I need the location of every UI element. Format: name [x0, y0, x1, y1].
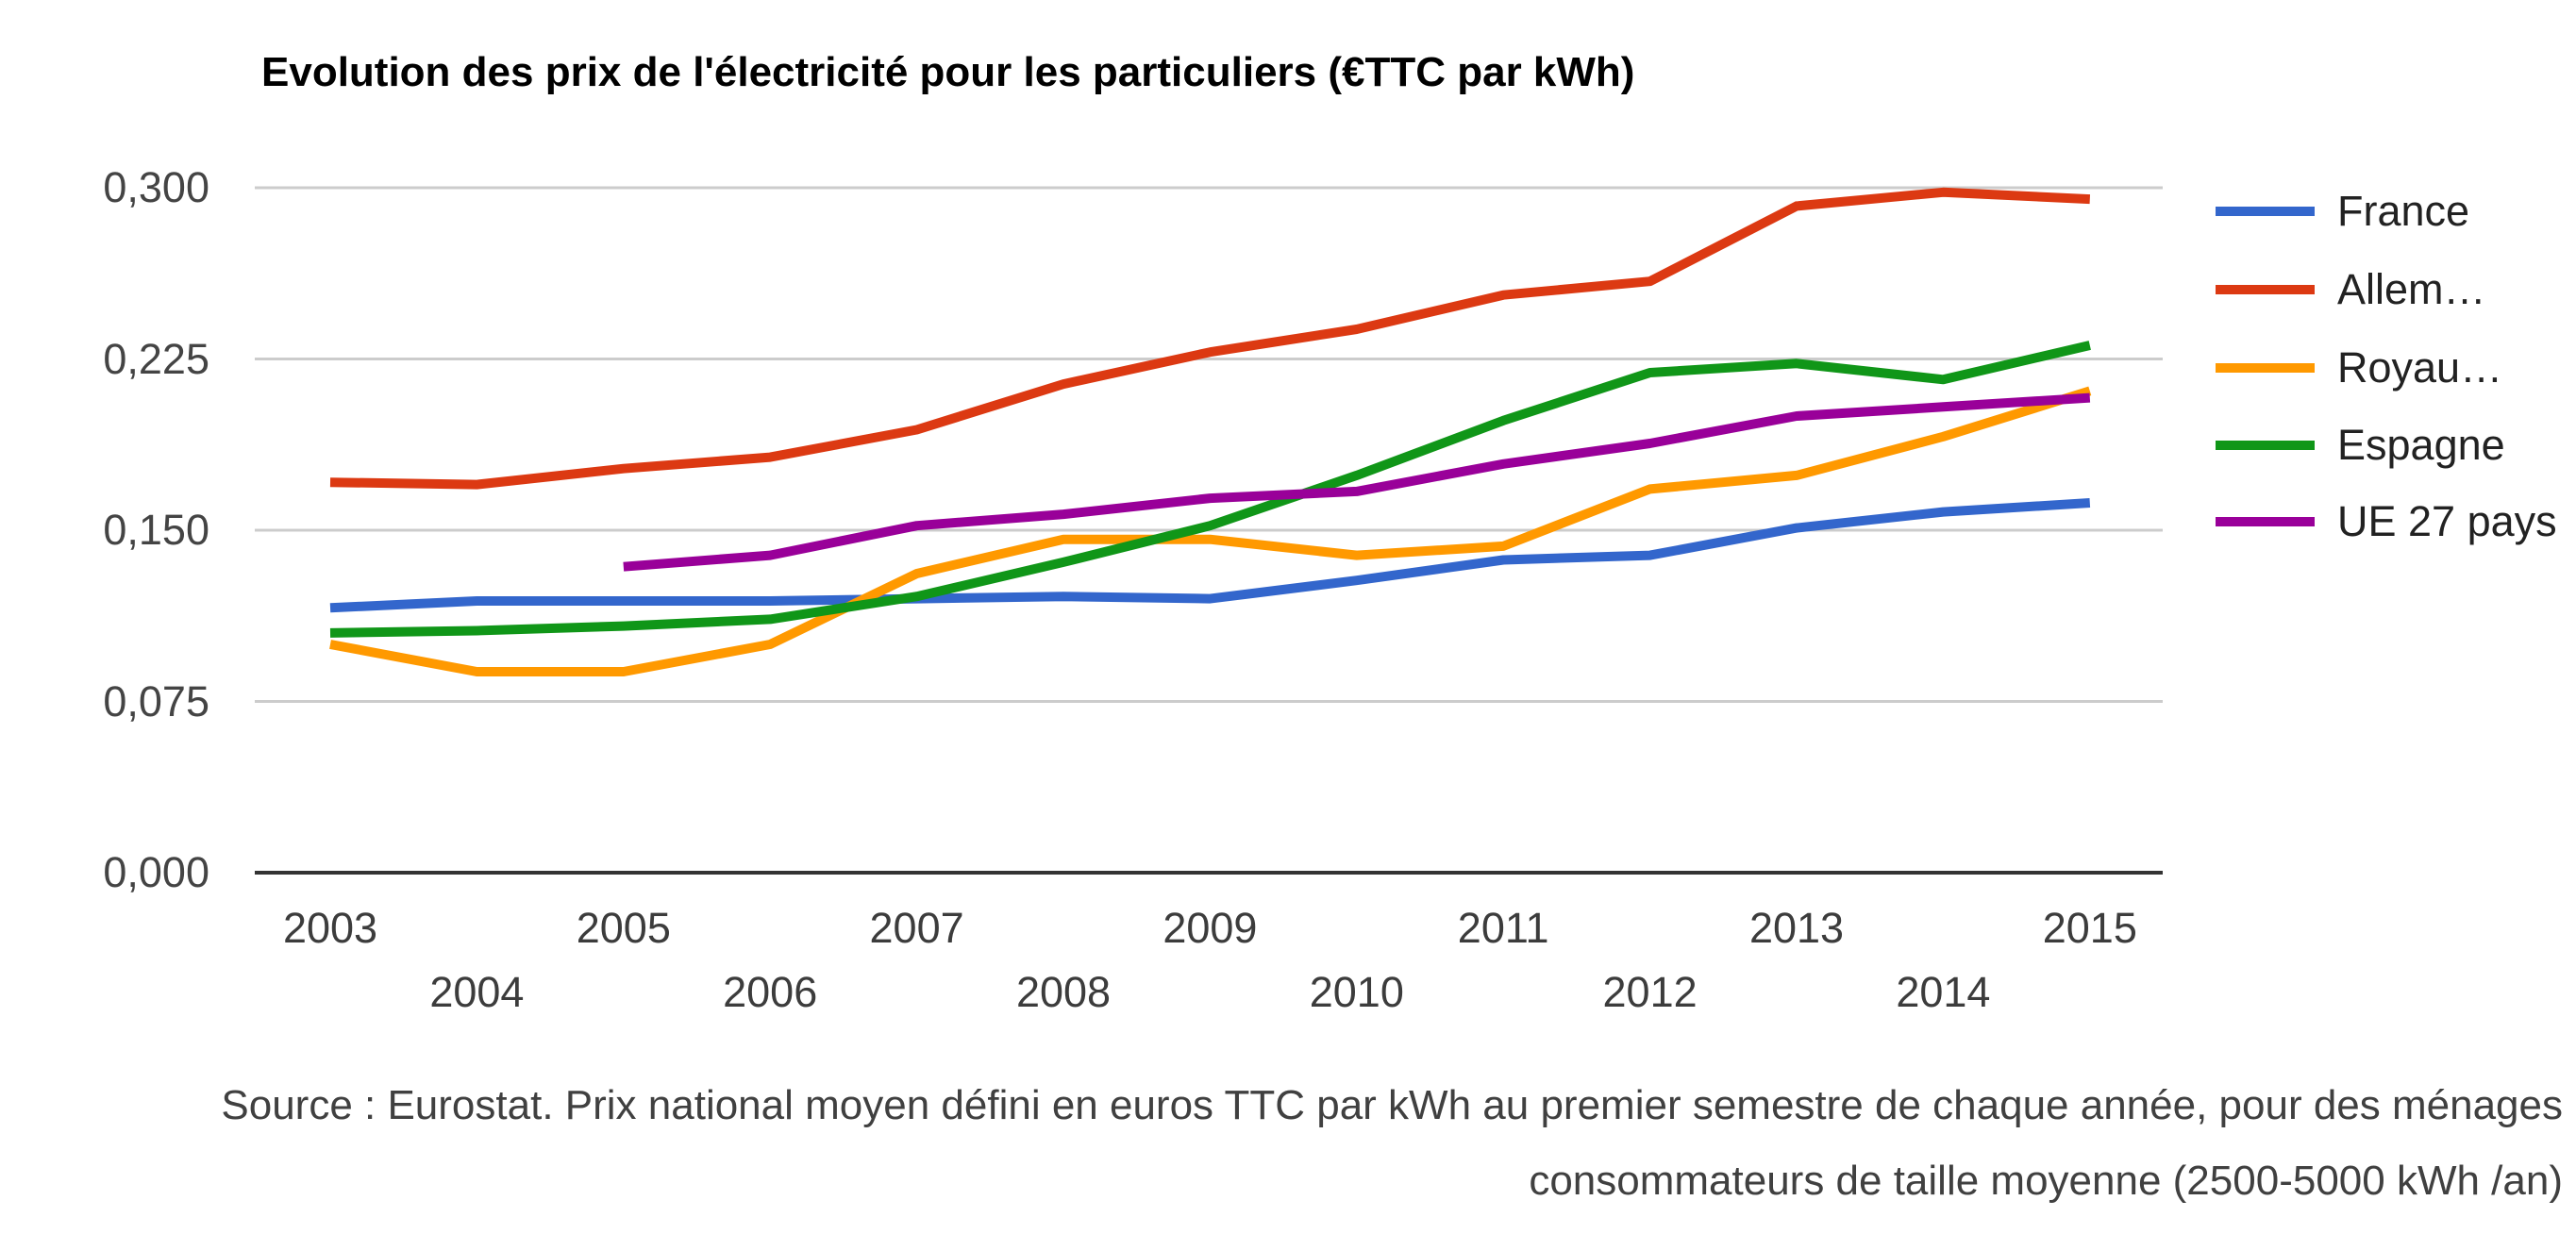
legend-swatch	[2216, 363, 2315, 373]
source-note: Source : Eurostat. Prix national moyen d…	[38, 1068, 2563, 1219]
legend-label: France	[2337, 187, 2470, 235]
series-lines	[329, 187, 2092, 676]
legend-item-allem-: Allem…	[2216, 263, 2565, 316]
legend-swatch	[2216, 207, 2315, 216]
chart-title: Evolution des prix de l'électricité pour…	[261, 49, 1635, 95]
x-axis-tick-label: 2010	[1309, 968, 1404, 1016]
x-axis-tick-label: 2011	[1457, 904, 1549, 952]
series-line-ue-27-pays	[623, 392, 2091, 572]
legend-label: Royau…	[2337, 343, 2503, 392]
legend-swatch	[2216, 517, 2315, 526]
x-axis-tick-label: 2004	[429, 968, 525, 1016]
y-axis-tick-label: 0,150	[103, 506, 209, 554]
x-axis-tick-label: 2005	[576, 904, 671, 952]
y-axis-tick-label: 0,000	[103, 848, 209, 896]
source-line-1: Source : Eurostat. Prix national moyen d…	[221, 1082, 2563, 1128]
legend-item-france: France	[2216, 185, 2565, 238]
legend-item-royau-: Royau…	[2216, 342, 2565, 394]
series-line-france	[329, 498, 2091, 613]
x-axis-tick-label: 2014	[1896, 968, 1991, 1016]
legend-swatch	[2216, 285, 2315, 294]
x-axis-tick-label: 2013	[1748, 904, 1845, 952]
x-axis-tick-label: 2009	[1163, 904, 1258, 952]
legend-label: Espagne	[2337, 421, 2505, 469]
y-axis-tick-label: 0,300	[103, 163, 209, 211]
source-line-2: consommateurs de taille moyenne (2500-50…	[1529, 1158, 2563, 1204]
x-axis-tick-label: 2015	[2042, 904, 2137, 952]
series-line-allem-	[329, 187, 2091, 490]
legend-swatch	[2216, 441, 2315, 450]
legend-item-espagne: Espagne	[2216, 419, 2565, 472]
series-line-espagne	[329, 341, 2091, 638]
y-axis-tick-label: 0,075	[103, 676, 209, 725]
legend-item-ue-27-pays: UE 27 pays	[2216, 495, 2565, 548]
legend-label: UE 27 pays	[2337, 497, 2557, 545]
x-axis-tick-label: 2012	[1602, 968, 1698, 1016]
x-axis-tick-label: 2006	[723, 968, 818, 1016]
x-axis-tick-label: 2007	[869, 904, 964, 952]
x-axis-tick-label: 2003	[282, 904, 378, 952]
legend-label: Allem…	[2337, 265, 2486, 313]
series-line-royau-	[329, 386, 2092, 676]
y-axis-tick-label: 0,225	[103, 334, 209, 383]
x-axis-tick-label: 2008	[1015, 968, 1112, 1016]
